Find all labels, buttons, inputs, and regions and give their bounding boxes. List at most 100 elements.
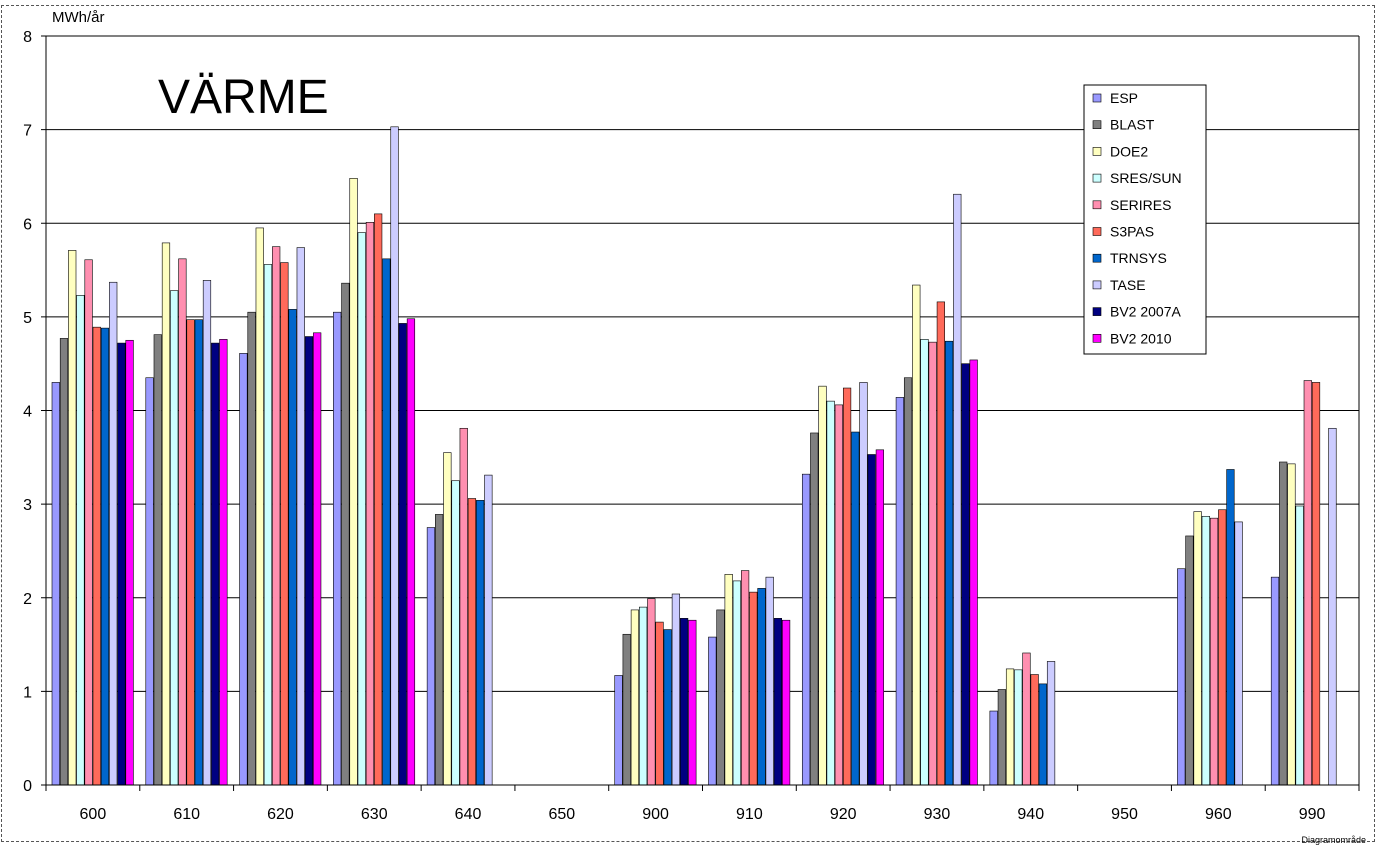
bar-tase-640 xyxy=(484,474,493,786)
bar-trnsys-930 xyxy=(944,340,954,786)
bar-trnsys-620 xyxy=(288,309,297,786)
bar-blast-940 xyxy=(997,689,1006,786)
bar-s3pas-930 xyxy=(936,301,945,786)
bar-trnsys-610 xyxy=(194,319,203,786)
bar-sres-sun-610 xyxy=(170,290,179,786)
chart-area-label: Diagramområde xyxy=(1301,835,1366,845)
legend-box xyxy=(1083,84,1207,355)
bar-tase-900 xyxy=(671,593,681,786)
bar-s3pas-920 xyxy=(842,387,852,786)
bar-esp-610 xyxy=(145,377,154,786)
bar-doe2-930 xyxy=(912,284,921,786)
bar-bv2-2007a-630 xyxy=(398,323,407,786)
bar-trnsys-630 xyxy=(382,258,391,786)
bar-sres-sun-910 xyxy=(732,580,741,786)
bar-s3pas-620 xyxy=(280,262,289,786)
x-tick-label-990: 990 xyxy=(1299,806,1326,823)
bar-blast-990 xyxy=(1279,461,1288,786)
x-tick-label-610: 610 xyxy=(173,806,200,823)
bar-esp-960 xyxy=(1177,568,1186,786)
legend-swatch-bv2-2010 xyxy=(1092,333,1102,343)
bar-esp-600 xyxy=(51,382,60,786)
bar-s3pas-910 xyxy=(749,591,758,786)
bar-trnsys-910 xyxy=(757,588,766,786)
x-tick-label-910: 910 xyxy=(736,806,763,823)
bar-serires-960 xyxy=(1209,517,1219,786)
bar-serires-630 xyxy=(365,222,375,786)
bar-bv2-2010-630 xyxy=(406,318,416,786)
legend-swatch-tase xyxy=(1092,280,1102,290)
bar-doe2-620 xyxy=(255,227,264,786)
bar-esp-930 xyxy=(895,397,904,786)
bar-bv2-2010-610 xyxy=(219,339,228,786)
bar-bv2-2007a-610 xyxy=(211,342,220,786)
bar-tase-630 xyxy=(390,126,399,786)
bar-doe2-910 xyxy=(724,574,733,786)
bar-serires-920 xyxy=(834,404,843,786)
legend-label-tase: TASE xyxy=(1110,277,1146,293)
legend-swatch-doe2 xyxy=(1092,147,1102,156)
x-tick-label-640: 640 xyxy=(455,806,482,823)
bar-bv2-2007a-600 xyxy=(117,342,126,786)
bar-blast-910 xyxy=(716,609,725,786)
bar-trnsys-600 xyxy=(100,327,110,786)
bar-bv2-2010-910 xyxy=(781,619,791,786)
bar-sres-sun-640 xyxy=(451,480,460,786)
y-tick-labels: 0 1 2 3 4 5 6 7 8 xyxy=(23,29,32,795)
bar-sres-sun-930 xyxy=(920,339,929,786)
bar-blast-600 xyxy=(59,338,69,786)
bar-esp-940 xyxy=(989,710,998,786)
bar-doe2-640 xyxy=(443,452,452,786)
bar-bv2-2007a-930 xyxy=(961,363,970,786)
legend-swatch-trnsys xyxy=(1092,253,1102,263)
bars-group xyxy=(51,126,1337,786)
bar-doe2-600 xyxy=(68,250,77,786)
bar-bv2-2010-900 xyxy=(688,619,697,786)
bar-esp-900 xyxy=(614,675,623,786)
bar-esp-990 xyxy=(1270,576,1280,786)
bar-blast-620 xyxy=(247,311,256,786)
bar-sres-sun-620 xyxy=(263,264,273,786)
legend-swatch-esp xyxy=(1092,93,1102,103)
y-tick-label-7: 7 xyxy=(23,123,32,140)
bar-bv2-2010-620 xyxy=(313,332,322,786)
bar-tase-990 xyxy=(1328,427,1337,786)
legend-label-esp: ESP xyxy=(1110,90,1138,106)
x-tick-label-630: 630 xyxy=(361,806,388,823)
legend-label-s3pas: S3PAS xyxy=(1110,224,1154,240)
legend-swatch-s3pas xyxy=(1092,227,1102,236)
bar-doe2-900 xyxy=(630,609,640,786)
legend: ESP BLAST DOE2 SRES/SUN SERIRES S3PAS TRNSYS TA… xyxy=(1083,84,1207,355)
bar-esp-630 xyxy=(333,311,342,786)
legend-label-trnsys: TRNSYS xyxy=(1110,250,1167,266)
bar-blast-920 xyxy=(810,432,819,786)
bar-tase-930 xyxy=(953,193,962,786)
bar-tase-600 xyxy=(109,281,118,786)
bar-serires-910 xyxy=(740,570,750,786)
y-axis-label: MWh/år xyxy=(52,9,105,26)
bar-blast-960 xyxy=(1185,535,1194,786)
bar-sres-sun-940 xyxy=(1014,669,1023,786)
bar-bv2-2010-600 xyxy=(125,339,134,786)
bar-serires-620 xyxy=(272,246,281,786)
bar-s3pas-640 xyxy=(467,498,477,786)
bar-doe2-630 xyxy=(349,178,358,786)
bar-blast-640 xyxy=(435,514,444,786)
bar-trnsys-940 xyxy=(1038,683,1047,786)
bar-tase-620 xyxy=(296,247,305,786)
bar-sres-sun-920 xyxy=(826,400,835,786)
bar-sres-sun-960 xyxy=(1201,515,1210,786)
bar-trnsys-640 xyxy=(476,500,485,786)
legend-swatch-bv2-2007a xyxy=(1092,307,1102,316)
legend-label-serires: SERIRES xyxy=(1110,197,1171,213)
legend-label-bv2-2007a: BV2 2007A xyxy=(1110,304,1181,320)
bar-s3pas-900 xyxy=(655,621,664,786)
bar-s3pas-960 xyxy=(1218,509,1227,786)
y-tick-label-6: 6 xyxy=(23,216,32,233)
bar-serires-900 xyxy=(647,598,656,786)
bar-blast-900 xyxy=(622,633,631,786)
bar-s3pas-990 xyxy=(1311,382,1321,786)
bar-serires-940 xyxy=(1022,652,1031,786)
legend-label-blast: BLAST xyxy=(1110,117,1155,133)
